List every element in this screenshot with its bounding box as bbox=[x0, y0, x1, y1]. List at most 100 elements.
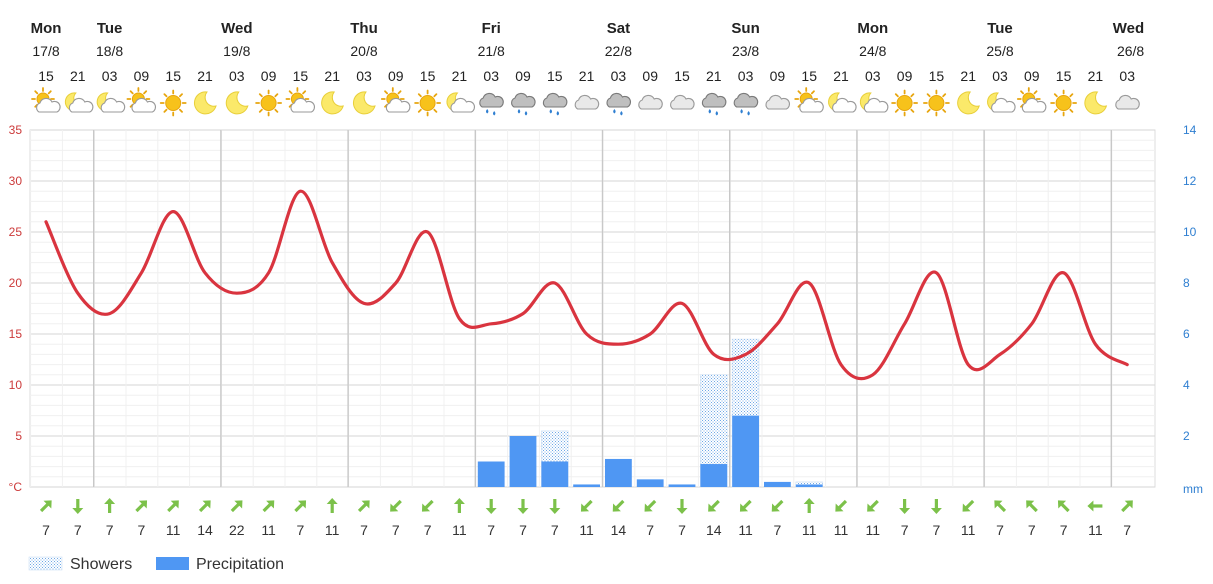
wind-arrow-icon bbox=[357, 500, 370, 513]
day-date: 19/8 bbox=[223, 43, 250, 59]
wind-speed: 7 bbox=[901, 522, 909, 538]
hour-label: 21 bbox=[833, 68, 849, 84]
wind-speed: 14 bbox=[197, 522, 213, 538]
sun-cloud-icon bbox=[31, 87, 61, 113]
moon-cloud-icon bbox=[859, 92, 889, 113]
wind-arrow-icon bbox=[485, 499, 497, 514]
wind-arrow-icon bbox=[803, 498, 815, 513]
moon-cloud-icon bbox=[987, 92, 1016, 113]
hour-label: 21 bbox=[1088, 68, 1104, 84]
y-right-tick: 10 bbox=[1183, 225, 1197, 239]
wind-speed: 14 bbox=[611, 522, 627, 538]
temperature-line-path bbox=[44, 189, 1129, 381]
hour-label: 03 bbox=[611, 68, 627, 84]
wind-arrow-icon bbox=[294, 500, 307, 513]
day-name: Thu bbox=[350, 20, 378, 37]
hour-label: 15 bbox=[293, 68, 309, 84]
day-name: Sat bbox=[607, 20, 630, 37]
day-date: 26/8 bbox=[1117, 43, 1144, 59]
day-name: Mon bbox=[31, 20, 62, 37]
wind-speed: 7 bbox=[74, 522, 82, 538]
wind-arrow-icon bbox=[580, 499, 593, 512]
wind-speed: 11 bbox=[325, 522, 340, 538]
rain-cloud-icon bbox=[479, 92, 504, 116]
rain-cloud-icon bbox=[511, 92, 536, 116]
wind-arrow-icon bbox=[994, 500, 1007, 513]
wind-speed: 7 bbox=[138, 522, 146, 538]
plot-area bbox=[29, 129, 1156, 488]
legend: Showers Precipitation bbox=[28, 556, 284, 573]
y-left-tick: 15 bbox=[9, 327, 23, 341]
sun-icon bbox=[891, 89, 918, 117]
wind-arrow-icon bbox=[230, 500, 243, 513]
y-right-unit: mm bbox=[1183, 482, 1203, 496]
hour-label: 03 bbox=[229, 68, 245, 84]
day-date: 20/8 bbox=[350, 43, 377, 59]
wind-arrow-icon bbox=[167, 500, 179, 513]
moon-icon bbox=[321, 91, 344, 115]
hour-label: 15 bbox=[1056, 68, 1072, 84]
hour-label: 09 bbox=[515, 68, 531, 84]
day-name: Mon bbox=[857, 20, 888, 37]
hour-label: 03 bbox=[483, 68, 499, 84]
wind-speed: 7 bbox=[106, 522, 114, 538]
sun-icon bbox=[159, 89, 187, 117]
moon-icon bbox=[193, 91, 217, 115]
precipitation-bar bbox=[764, 481, 791, 487]
precipitation-bar bbox=[541, 461, 569, 487]
legend-swatch-precipitation bbox=[156, 557, 189, 570]
sun-cloud-icon bbox=[126, 87, 157, 113]
sun-cloud-icon bbox=[380, 87, 411, 113]
precipitation-bar bbox=[636, 479, 664, 487]
hour-label: 15 bbox=[674, 68, 690, 84]
sun-cloud-icon bbox=[794, 87, 824, 113]
wind-speed: 7 bbox=[519, 522, 527, 538]
moon-icon bbox=[352, 91, 376, 115]
wind-speed: 11 bbox=[1088, 522, 1103, 538]
precipitation-bar bbox=[732, 415, 759, 487]
wind-speed: 7 bbox=[774, 522, 782, 538]
wind-speed: 7 bbox=[487, 522, 495, 538]
precipitation-bar bbox=[700, 464, 728, 487]
cloud-icon bbox=[765, 94, 791, 110]
wind-arrow-icon bbox=[1026, 500, 1038, 513]
hour-label: 21 bbox=[960, 68, 976, 84]
rain-cloud-icon bbox=[606, 92, 632, 116]
hour-label: 21 bbox=[452, 68, 468, 84]
cloud-icon bbox=[638, 94, 663, 110]
wind-arrow-icon bbox=[676, 499, 688, 514]
rain-cloud-icon bbox=[701, 92, 727, 116]
wind-row: 7 7 7 7 11 14 22 11 7 11 7 7 7 11 7 7 7 11 14 7 7 14 11 7 11 11 11… bbox=[39, 498, 1133, 538]
temperature-line bbox=[44, 189, 1129, 381]
wind-speed: 7 bbox=[297, 522, 305, 538]
hour-label: 09 bbox=[388, 68, 404, 84]
precipitation-bar bbox=[509, 436, 537, 487]
sun-icon bbox=[255, 89, 283, 117]
wind-speed: 11 bbox=[738, 522, 753, 538]
cloud-icon bbox=[1115, 94, 1140, 110]
rain-cloud-icon bbox=[542, 92, 568, 116]
wind-arrow-icon bbox=[549, 499, 561, 514]
y-right-tick: 8 bbox=[1183, 276, 1190, 290]
wind-arrow-icon bbox=[1057, 500, 1070, 513]
y-left-tick: 20 bbox=[9, 276, 23, 290]
hour-label: 09 bbox=[897, 68, 913, 84]
day-name: Wed bbox=[1113, 20, 1144, 37]
grid bbox=[29, 129, 1156, 488]
wind-speed: 7 bbox=[1028, 522, 1036, 538]
y-left-unit: °C bbox=[9, 480, 23, 494]
hour-label: 21 bbox=[706, 68, 722, 84]
wind-speed: 22 bbox=[229, 522, 245, 538]
wind-arrow-icon bbox=[198, 500, 211, 513]
hour-label: 15 bbox=[38, 68, 54, 84]
day-date: 24/8 bbox=[859, 43, 886, 59]
y-right-tick: 6 bbox=[1183, 327, 1190, 341]
hour-label: 15 bbox=[801, 68, 817, 84]
hour-label: 03 bbox=[356, 68, 372, 84]
sun-cloud-icon bbox=[1016, 87, 1047, 113]
day-date: 23/8 bbox=[732, 43, 759, 59]
wind-speed: 7 bbox=[392, 522, 400, 538]
hour-label: 03 bbox=[1119, 68, 1135, 84]
sun-icon bbox=[923, 89, 950, 117]
